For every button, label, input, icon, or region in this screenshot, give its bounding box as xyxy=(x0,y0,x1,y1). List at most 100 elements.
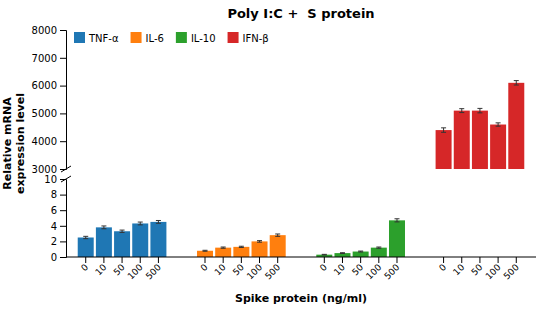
tick: 100 xyxy=(483,257,502,281)
tick: 100 xyxy=(126,257,145,281)
tick: 10 xyxy=(332,257,347,277)
tick: 10 xyxy=(44,174,66,185)
error-bar xyxy=(441,128,446,132)
error-bar xyxy=(203,250,208,252)
y-axis-title: Relative mRNAexpression level xyxy=(1,93,27,194)
tick-label: 100 xyxy=(483,262,502,281)
tick-mark xyxy=(103,257,104,263)
tick-mark xyxy=(60,58,66,59)
error-bar xyxy=(358,251,363,253)
tick-label: 2 xyxy=(51,236,57,247)
axis-line xyxy=(60,31,67,170)
tick-mark xyxy=(461,257,462,263)
tick: 500 xyxy=(502,257,521,281)
tick-mark xyxy=(60,226,66,227)
tick-label: 50 xyxy=(350,262,365,277)
tick-mark xyxy=(479,257,480,263)
legend-swatch xyxy=(131,32,142,43)
legend-swatch xyxy=(74,32,85,43)
tick-mark xyxy=(324,257,325,263)
tick-label: 5000 xyxy=(32,108,57,119)
error-bar xyxy=(394,219,399,222)
tick-label: 50 xyxy=(111,262,126,277)
tick-mark xyxy=(60,141,66,142)
tick-mark xyxy=(205,257,206,263)
tick-label: 4000 xyxy=(32,136,57,147)
legend-swatch xyxy=(176,32,187,43)
error-bar xyxy=(101,226,106,229)
axis-line xyxy=(60,180,67,258)
tick-mark xyxy=(277,257,278,263)
tick-mark xyxy=(60,210,66,211)
error-bar xyxy=(83,236,88,238)
tick-label: 0 xyxy=(198,262,209,273)
legend-label: TNF-α xyxy=(88,33,119,44)
tick-label: 8 xyxy=(51,189,57,200)
tick-mark xyxy=(140,257,141,263)
legend-item: IL-10 xyxy=(176,32,216,44)
tick-label: 7000 xyxy=(32,53,57,64)
tick-label: 500 xyxy=(382,262,401,281)
tick: 0 xyxy=(198,257,209,273)
tick-mark xyxy=(396,257,397,263)
tick-label: 10 xyxy=(93,262,108,277)
tick-mark xyxy=(60,257,66,258)
x-axis-line xyxy=(66,257,536,258)
tick: 0 xyxy=(318,257,329,273)
tick: 6000 xyxy=(32,80,66,91)
bottom-panel: 0246810010501005000105010050001050100500… xyxy=(44,174,536,305)
tick-label: 0 xyxy=(318,262,329,273)
series xyxy=(436,81,525,169)
bar xyxy=(454,111,470,169)
bar xyxy=(132,223,148,257)
tick: 100 xyxy=(245,257,264,281)
tick-label: 6000 xyxy=(32,80,57,91)
tick-label: 8000 xyxy=(32,25,57,36)
x-axis: 01050100500 xyxy=(437,257,521,281)
tick-mark xyxy=(443,257,444,263)
bar xyxy=(472,111,488,169)
error-bar xyxy=(156,220,161,223)
bar xyxy=(197,251,213,257)
y-axis-title-line: Relative mRNA xyxy=(1,97,14,190)
tick: 8000 xyxy=(32,25,66,36)
axis-break xyxy=(61,166,71,182)
bar xyxy=(389,220,405,257)
tick: 5000 xyxy=(32,108,66,119)
y-axis-title-line: expression level xyxy=(14,93,27,194)
legend-item: IFN-β xyxy=(228,32,269,44)
bar xyxy=(215,248,231,257)
tick-mark xyxy=(60,195,66,196)
tick-label: 500 xyxy=(502,262,521,281)
error-bar xyxy=(257,241,262,243)
error-bar xyxy=(120,230,125,232)
tick-mark xyxy=(342,257,343,263)
tick: 10 xyxy=(213,257,228,277)
tick: 4000 xyxy=(32,136,66,147)
tick: 4 xyxy=(51,221,66,232)
legend-swatch xyxy=(228,32,239,43)
bar xyxy=(436,130,452,169)
x-axis: 01050100500 xyxy=(198,257,282,281)
bar xyxy=(334,253,350,257)
series xyxy=(78,220,167,257)
bar xyxy=(270,235,286,257)
x-axis: 01050100500 xyxy=(79,257,163,281)
tick: 2 xyxy=(51,236,66,247)
tick-label: 100 xyxy=(245,262,264,281)
tick-label: 4 xyxy=(51,221,57,232)
error-bar xyxy=(477,108,482,112)
title: Poly I:C + S protein xyxy=(227,6,374,21)
bar xyxy=(96,227,112,257)
tick-mark xyxy=(60,86,66,87)
tick-mark xyxy=(60,30,66,31)
tick: 8 xyxy=(51,189,66,200)
marks xyxy=(78,219,405,257)
y-axis: 0246810 xyxy=(44,174,66,263)
tick-label: 0 xyxy=(79,262,90,273)
tick-mark xyxy=(360,257,361,263)
error-bar xyxy=(138,222,143,225)
error-bar xyxy=(239,246,244,247)
tick-label: 100 xyxy=(126,262,145,281)
bar xyxy=(78,238,94,258)
